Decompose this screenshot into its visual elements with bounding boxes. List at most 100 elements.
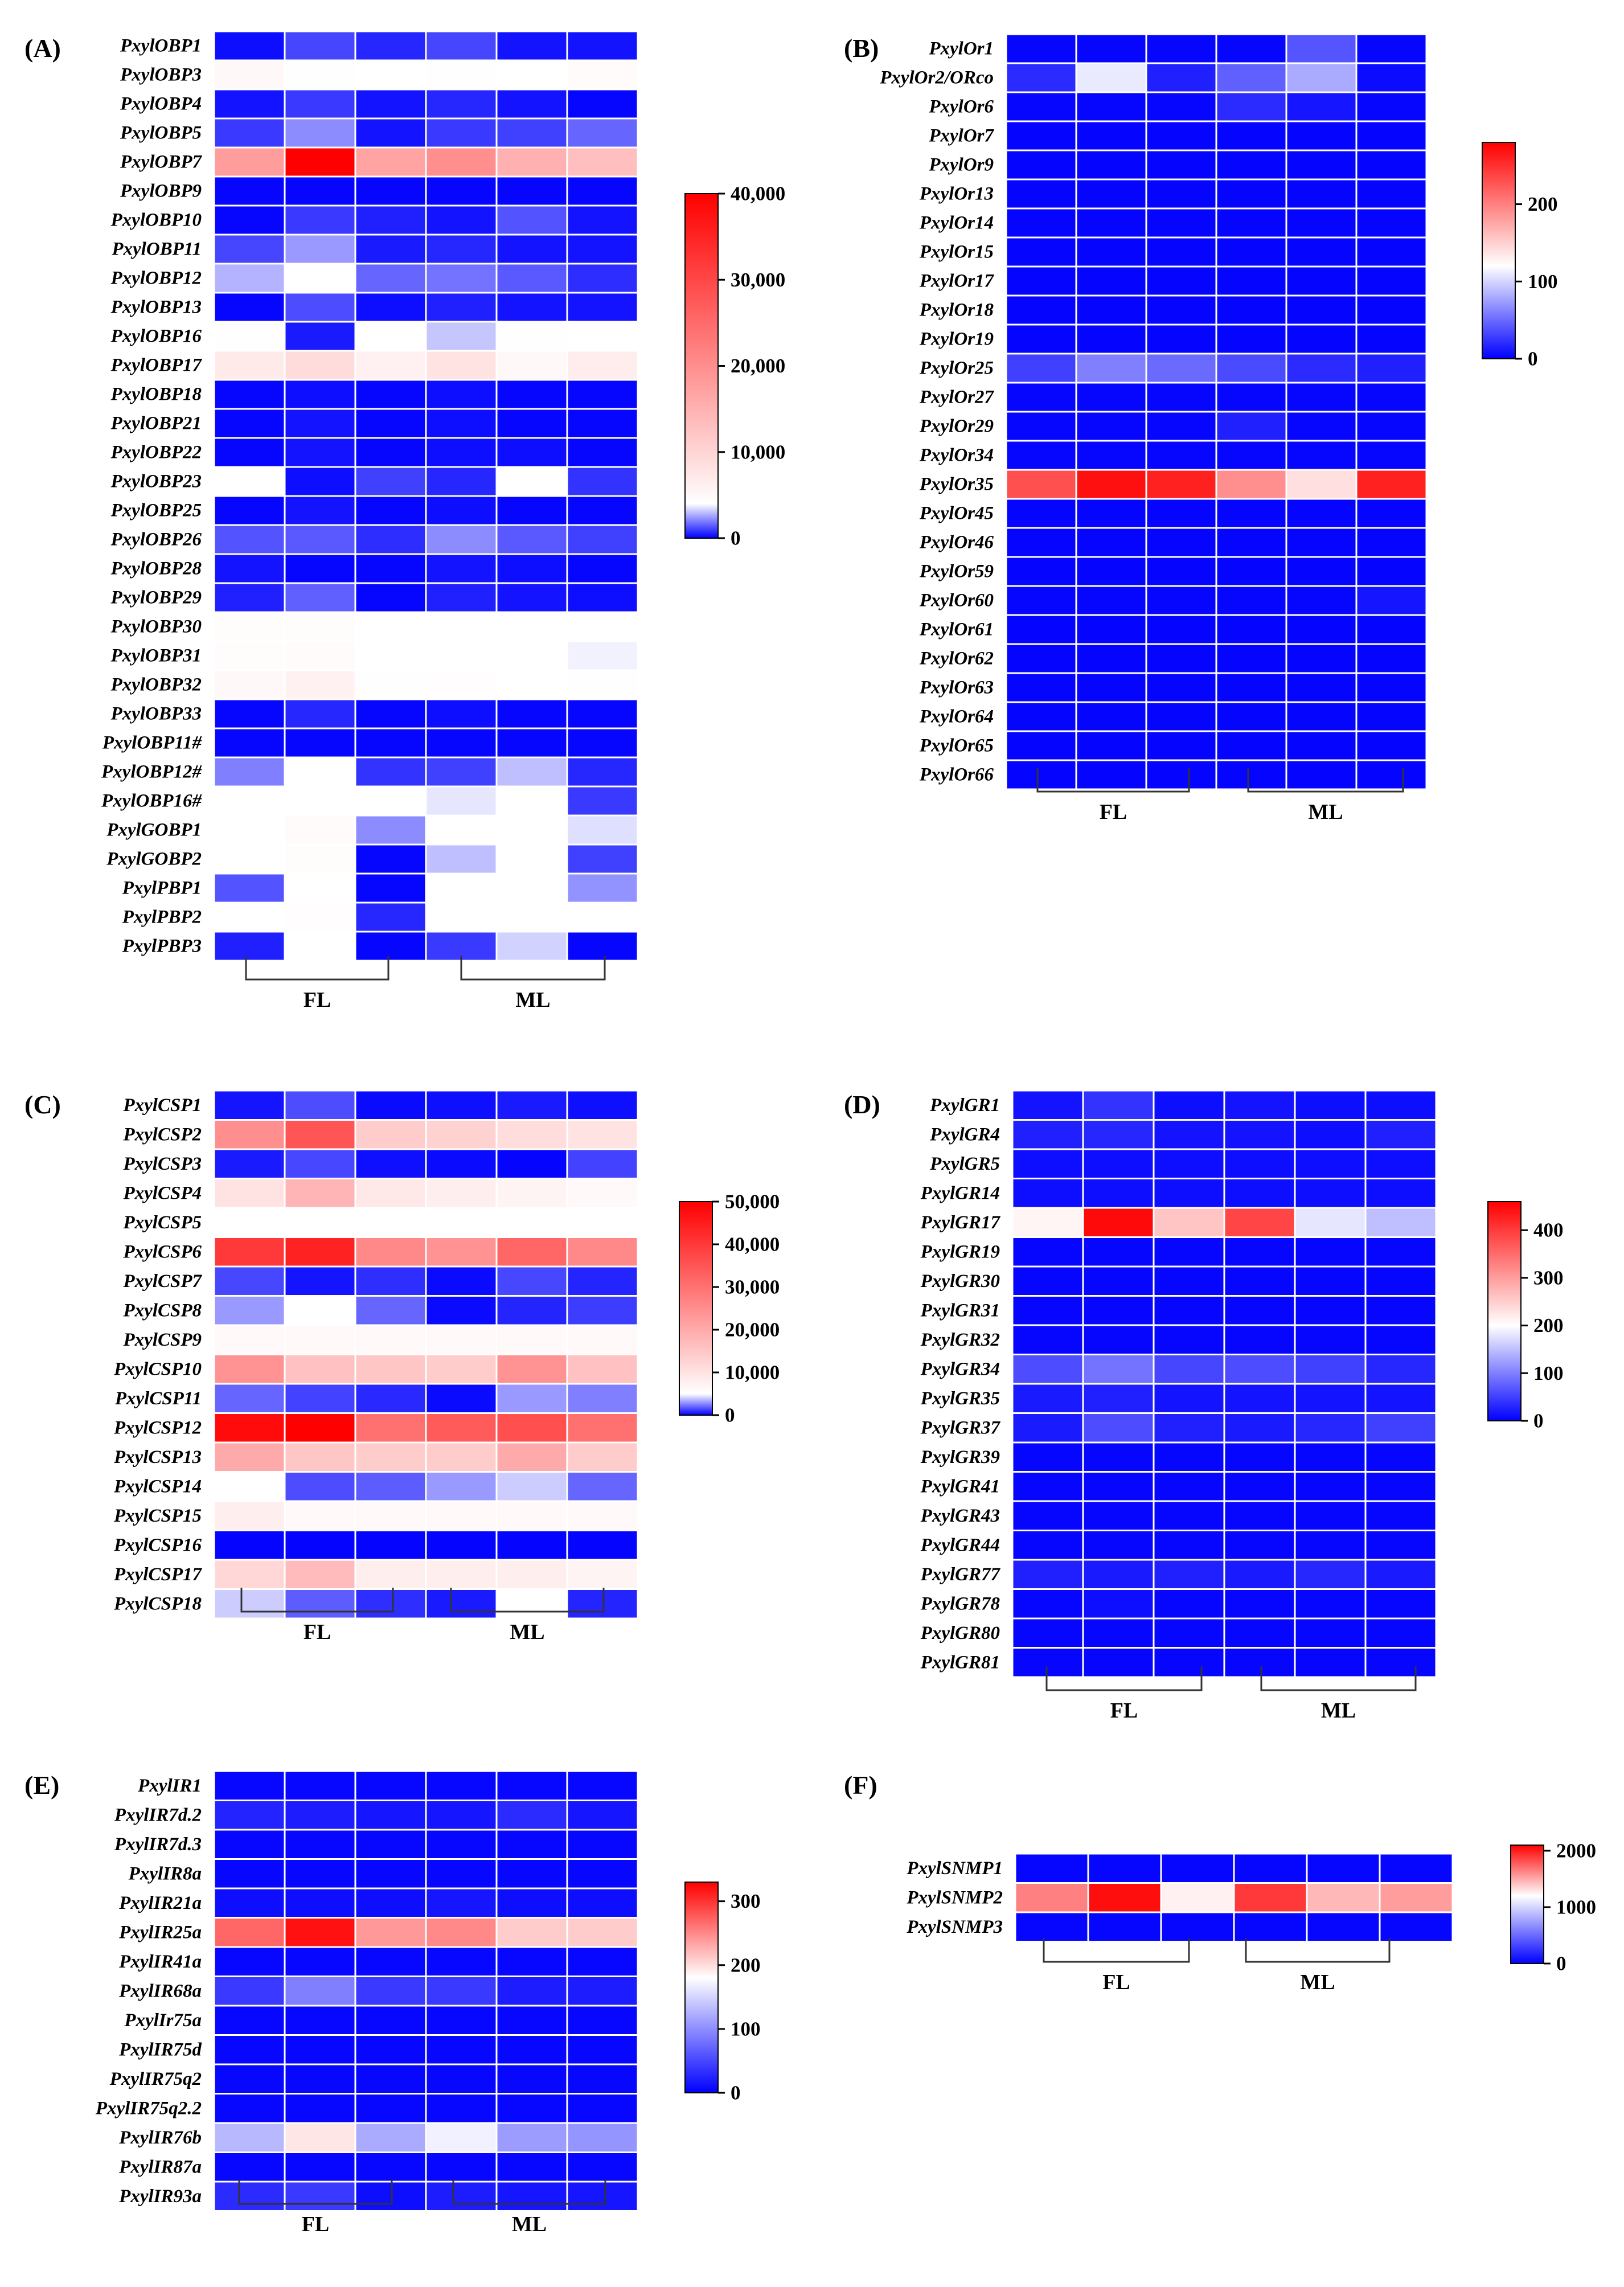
row-label: PxylOr29 xyxy=(919,416,994,437)
cell-pxylcsp17-ml-3 xyxy=(566,1559,639,1590)
cell-pxylobp12-ml-2 xyxy=(495,263,568,294)
cell-pxylor6-fl-2 xyxy=(1075,91,1147,122)
row-label: PxylOBP17 xyxy=(110,355,203,376)
cell-pxylgobp2-ml-1 xyxy=(425,843,498,875)
row-label: PxylIR41a xyxy=(118,1952,202,1972)
cell-pxylor64-ml-3 xyxy=(1355,701,1428,732)
cell-pxylobp11-fl-1 xyxy=(213,727,286,759)
cell-pxylor9-fl-1 xyxy=(1005,149,1077,181)
row-label: PxylGR32 xyxy=(920,1330,1000,1350)
row-label: PxylIR25a xyxy=(118,1922,202,1942)
cell-pxylobp11-ml-3 xyxy=(566,233,639,265)
cell-pxylcsp9-fl-1 xyxy=(213,1324,286,1355)
cell-pxylir25a-ml-3 xyxy=(566,1917,639,1948)
cell-pxylobp21-fl-3 xyxy=(354,408,427,439)
colorbar-tick-label: 10,000 xyxy=(725,1362,780,1384)
cell-pxylor60-fl-3 xyxy=(1145,585,1217,616)
cell-pxylobp11-fl-3 xyxy=(354,727,427,759)
cell-pxylgr34-fl-3 xyxy=(1153,1354,1225,1385)
cell-pxylgr17-fl-2 xyxy=(1082,1207,1155,1238)
cell-pxylobp23-ml-2 xyxy=(495,466,568,497)
cell-pxylgr37-fl-1 xyxy=(1011,1412,1084,1444)
cell-pxylor60-fl-1 xyxy=(1005,585,1077,616)
cell-pxylobp25-fl-2 xyxy=(284,495,356,526)
cell-pxylobp33-ml-2 xyxy=(495,698,568,729)
cell-pxylgr32-ml-2 xyxy=(1294,1324,1367,1355)
cell-pxylobp23-ml-1 xyxy=(425,466,498,497)
heatmap-cells xyxy=(1011,1089,1437,1678)
cell-pxylpbp3-ml-3 xyxy=(566,931,639,962)
cell-pxylobp12-ml-3 xyxy=(566,756,639,788)
cell-pxylor65-ml-1 xyxy=(1215,730,1287,761)
row-label: PxylOr9 xyxy=(928,155,994,175)
cell-pxylgr77-fl-2 xyxy=(1082,1559,1155,1590)
cell-pxylgobp1-fl-1 xyxy=(213,814,286,846)
cell-pxylor19-ml-2 xyxy=(1285,323,1358,355)
cell-pxylor61-ml-3 xyxy=(1355,614,1428,645)
cell-pxylir76b-fl-1 xyxy=(213,2122,286,2153)
cell-pxylcsp13-ml-1 xyxy=(425,1441,498,1473)
row-label: PxylOr15 xyxy=(919,242,994,263)
cell-pxylor59-fl-1 xyxy=(1005,556,1077,587)
row-label: PxylIR87a xyxy=(118,2157,202,2177)
cell-pxylcsp14-ml-3 xyxy=(566,1471,639,1502)
cell-pxylcsp7-ml-2 xyxy=(495,1265,568,1297)
cell-pxylobp28-fl-3 xyxy=(354,553,427,584)
cell-pxylgr4-fl-2 xyxy=(1082,1119,1155,1150)
cell-pxylgr14-ml-1 xyxy=(1223,1178,1296,1209)
cell-pxylor64-fl-3 xyxy=(1145,701,1217,732)
cell-pxylor61-ml-1 xyxy=(1215,614,1287,645)
cell-pxylobp18-ml-1 xyxy=(425,379,498,410)
cell-pxylcsp17-ml-1 xyxy=(425,1559,498,1590)
colorbar-tick-label: 0 xyxy=(731,527,741,550)
cell-pxylgr81-ml-1 xyxy=(1223,1647,1296,1678)
row-label: PxylGR39 xyxy=(920,1447,1000,1468)
cell-pxylcsp14-ml-2 xyxy=(495,1471,568,1502)
row-label: PxylGR17 xyxy=(920,1212,1001,1233)
cell-pxylir41a-fl-2 xyxy=(284,1946,356,1977)
cell-pxylor61-fl-2 xyxy=(1075,614,1147,645)
cell-pxylobp30-fl-3 xyxy=(354,611,427,642)
cell-pxylsnmp1-ml-1 xyxy=(1233,1852,1308,1884)
cell-pxylir41a-ml-2 xyxy=(495,1946,568,1977)
cell-pxylobp13-fl-3 xyxy=(354,292,427,323)
cell-pxylcsp4-ml-2 xyxy=(495,1178,568,1209)
row-label: PxylPBP1 xyxy=(122,878,202,899)
cell-pxylgr39-fl-3 xyxy=(1153,1441,1225,1473)
row-label: PxylPBP3 xyxy=(122,936,202,957)
row-label: PxylCSP6 xyxy=(123,1241,202,1262)
row-label: PxylOBP11# xyxy=(102,733,203,753)
cell-pxylobp28-ml-3 xyxy=(566,553,639,584)
row-label: PxylGR80 xyxy=(920,1623,1000,1643)
cell-pxylor1-ml-1 xyxy=(1215,33,1287,64)
cell-pxylsnmp2-ml-1 xyxy=(1233,1882,1308,1913)
cell-pxylobp9-ml-3 xyxy=(566,175,639,207)
cell-pxylir75d-fl-2 xyxy=(284,2034,356,2065)
cell-pxylor34-ml-3 xyxy=(1355,440,1428,471)
row-label: PxylOBP23 xyxy=(110,472,202,492)
cell-pxylobp23-ml-3 xyxy=(566,466,639,497)
cell-pxylcsp3-fl-3 xyxy=(354,1148,427,1179)
cell-pxylobp3-ml-1 xyxy=(425,59,498,91)
cell-pxylgr17-fl-3 xyxy=(1153,1207,1225,1238)
cell-pxylobp29-fl-2 xyxy=(284,582,356,613)
heatmap-cells xyxy=(213,1089,639,1620)
cell-pxylgr43-ml-1 xyxy=(1223,1500,1296,1531)
cell-pxylgr5-ml-2 xyxy=(1294,1148,1367,1179)
group-bracket-fl xyxy=(245,956,389,981)
cell-pxylgr80-ml-1 xyxy=(1223,1617,1296,1649)
cell-pxylor59-ml-2 xyxy=(1285,556,1358,587)
cell-pxylcsp1-ml-1 xyxy=(425,1089,498,1121)
group-label: ML xyxy=(515,988,550,1012)
cell-pxylor35-ml-2 xyxy=(1285,469,1358,500)
cell-pxylor7-ml-1 xyxy=(1215,120,1287,151)
cell-pxylgr34-ml-3 xyxy=(1364,1354,1437,1385)
row-label: PxylCSP12 xyxy=(113,1417,202,1438)
cell-pxylir87a-ml-1 xyxy=(425,2151,498,2183)
row-label: PxylGR41 xyxy=(920,1476,1000,1497)
row-label: PxylOBP16# xyxy=(101,791,202,811)
cell-pxylobp30-ml-3 xyxy=(566,611,639,642)
cell-pxylcsp4-fl-1 xyxy=(213,1178,286,1209)
row-label: PxylGR1 xyxy=(929,1095,1000,1116)
row-label: PxylIR75q2.2 xyxy=(95,2098,202,2118)
